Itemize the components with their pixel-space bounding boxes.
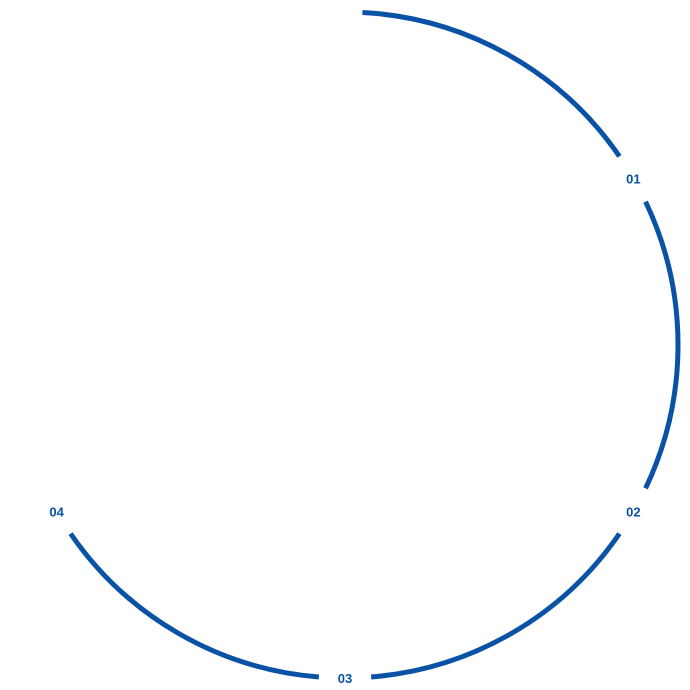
- step-label-03: 03: [338, 671, 352, 686]
- step-label-02: 02: [626, 505, 640, 520]
- arc-segment-4: [68, 532, 320, 680]
- step-label-04: 04: [49, 505, 64, 520]
- arc-segment-2: [643, 200, 681, 490]
- arc-segment-3: [370, 532, 622, 680]
- arc-segment-1: [362, 9, 622, 158]
- step-label-01: 01: [626, 172, 640, 187]
